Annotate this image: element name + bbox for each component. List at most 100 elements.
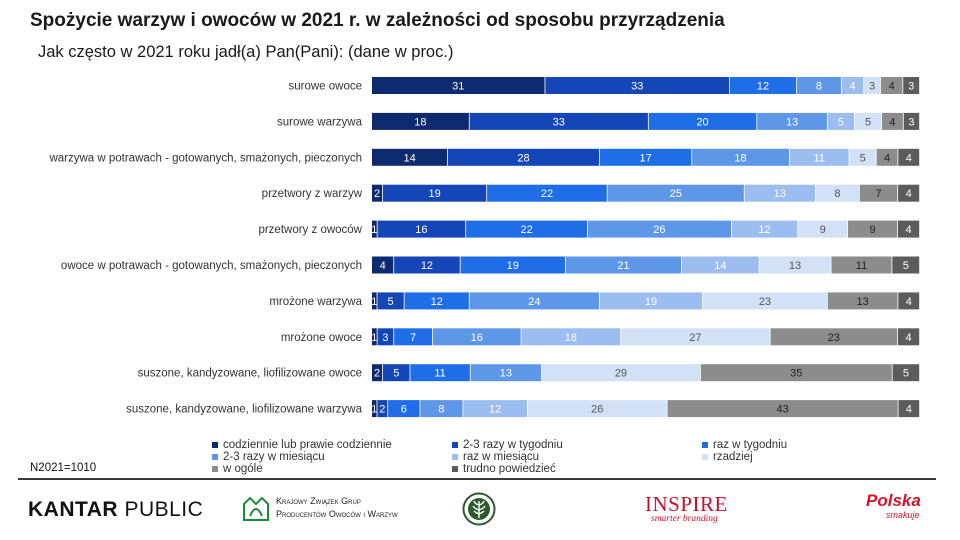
data-label: 6 [401,404,407,416]
sample-size-note: N2021=1010 [30,462,97,474]
bar-segment [744,184,816,202]
bar-segment [876,148,898,166]
data-label: 18 [565,332,577,344]
data-label: 8 [438,404,444,416]
legend-item: 2-3 razy w tygodniu [452,439,702,451]
polska-logo-main: Polska [866,491,921,510]
legend-swatch [702,454,708,460]
data-label: 2 [374,368,380,380]
data-label: 28 [517,152,529,164]
bar-segment [898,400,920,418]
data-label: 7 [875,188,881,200]
bar-segment [702,292,827,310]
data-label: 24 [528,296,540,308]
legend-item: raz w miesiącu [452,451,702,463]
legend-swatch [212,466,218,472]
bar-segment [463,400,527,418]
bar-segment [382,364,410,382]
data-label: 12 [421,260,433,272]
data-label: 5 [860,152,866,164]
data-label: 14 [403,152,415,164]
bar-segment [372,112,469,130]
data-label: 9 [869,224,875,236]
polska-smakuje-logo: Polska smakuje [866,491,921,521]
data-label: 2 [374,188,380,200]
bar-segment [394,256,460,274]
legend-label: 2-3 razy w tygodniu [463,439,563,451]
data-label: 1 [371,404,377,416]
data-label: 19 [645,296,657,308]
data-label: 26 [591,404,603,416]
bar-segment [841,77,864,94]
bar-segment [372,148,448,166]
legend-swatch [452,454,458,460]
data-label: 12 [757,81,769,93]
bar-segment [377,292,404,310]
bar-segment [648,112,757,130]
bar-segment [527,400,667,418]
data-label: 11 [856,260,867,272]
data-label: 11 [814,152,825,164]
data-label: 4 [906,152,912,164]
bar-segment [372,328,377,346]
legend-label: w ogóle [223,463,263,475]
legend-item: rzadziej [702,451,932,463]
bar-segment [377,400,388,418]
kantar-logo-bold: KANTAR [28,498,119,521]
data-label: 13 [789,260,801,272]
data-label: 5 [865,116,871,128]
bar-segment [798,220,848,238]
ministry-seal-logo [462,492,496,526]
data-label: 4 [889,81,895,93]
data-label: 17 [639,152,651,164]
bar-segment [466,220,588,238]
bar-segment [599,292,703,310]
data-label: 33 [631,81,643,93]
bar-segment [372,400,377,418]
bar-segment [432,328,521,346]
data-label: 29 [615,368,627,380]
bar-segment [898,184,920,202]
data-label: 11 [434,368,445,380]
bar-segment [700,364,892,382]
bar-segment [770,328,898,346]
data-label: 5 [903,260,909,272]
legend-swatch [212,442,218,448]
bar-segment [892,364,920,382]
bar-segment [831,256,892,274]
data-label: 4 [884,152,890,164]
bar-segment [420,400,463,418]
data-label: 19 [428,188,440,200]
bar-segment [848,220,898,238]
bar-segment [545,77,730,94]
data-label: 2 [379,404,385,416]
data-label: 4 [906,296,912,308]
bar-segment [460,256,565,274]
data-label: 3 [908,116,914,128]
legend-label: trudno powiedzieć [463,463,556,475]
bar-segment [796,77,841,94]
bar-segment [388,400,420,418]
chart-title: Spożycie warzyw i owoców w 2021 r. w zal… [30,10,725,31]
footer-divider [18,478,936,480]
data-label: 23 [828,332,840,344]
bar-segment [681,256,759,274]
category-label: warzywa w potrawach - gotowanych, smażon… [48,152,362,164]
category-label: suszone, kandyzowane, liofilizowane owoc… [138,368,362,380]
data-label: 18 [734,152,746,164]
bar-segment [864,77,881,94]
data-label: 1 [371,224,377,236]
legend: codziennie lub prawie codziennie 2-3 razy… [212,439,932,475]
data-label: 13 [774,188,786,200]
legend-label: raz w miesiącu [463,451,540,463]
legend-label: raz w tygodniu [713,439,788,451]
data-label: 20 [696,116,708,128]
bar-segment [849,148,876,166]
bar-segment [757,112,827,130]
data-label: 4 [906,188,912,200]
legend-swatch [212,454,218,460]
bar-segment [487,184,607,202]
bar-segment [469,112,648,130]
category-label: mrożone owoce [281,332,362,344]
